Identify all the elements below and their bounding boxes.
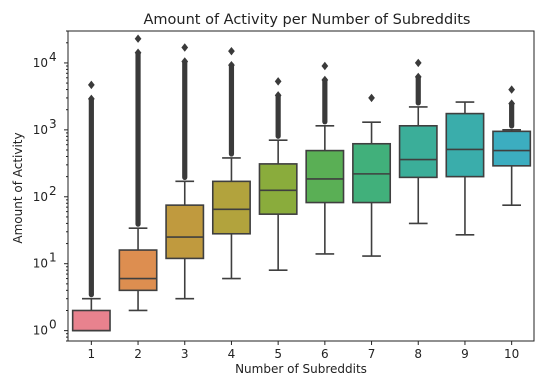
- plot-area: [71, 34, 532, 332]
- box-group-7: [352, 93, 392, 257]
- box-10: [492, 130, 532, 167]
- box-group-4: [211, 46, 251, 280]
- x-tick-label-3: 3: [181, 347, 189, 361]
- box-group-10: [492, 85, 532, 206]
- y-tick-exponent: 1: [49, 251, 57, 265]
- outlier-point-10: [508, 99, 516, 108]
- outlier-point-1: [87, 94, 95, 104]
- chart-title: Amount of Activity per Number of Subredd…: [144, 12, 471, 28]
- x-tick-label-9: 9: [461, 347, 469, 361]
- y-tick-label: 10: [33, 190, 48, 204]
- outlier-point-6: [321, 75, 329, 85]
- outlier-max-10: [508, 85, 516, 94]
- outlier-max-1: [87, 80, 95, 90]
- outlier-max-5: [274, 77, 282, 86]
- axes-frame: [67, 30, 535, 342]
- x-tick-label-8: 8: [414, 347, 422, 361]
- box-4: [211, 180, 251, 235]
- outlier-point-8: [414, 72, 422, 82]
- x-tick-label-1: 1: [88, 347, 96, 361]
- outlier-max-8: [414, 58, 422, 68]
- x-tick-label-5: 5: [274, 347, 282, 361]
- y-tick-exponent: 0: [49, 318, 57, 332]
- outlier-point-2: [134, 48, 142, 57]
- box-group-6: [305, 61, 345, 255]
- x-tick-label-2: 2: [134, 347, 142, 361]
- outlier-point-5: [274, 91, 282, 100]
- box-5: [258, 163, 298, 215]
- outlier-point-4: [228, 60, 235, 70]
- y-tick-label: 10: [33, 56, 48, 70]
- box-group-2: [118, 34, 158, 312]
- box-1: [71, 309, 111, 332]
- x-tick-label-7: 7: [368, 347, 376, 361]
- y-tick-label: 10: [33, 123, 48, 137]
- box-8: [398, 124, 438, 179]
- outlier-max-2: [134, 34, 142, 43]
- y-tick-exponent: 4: [49, 50, 57, 64]
- box-9: [445, 112, 485, 178]
- box-group-5: [258, 77, 298, 271]
- box-3: [165, 204, 205, 260]
- outlier-max-7: [368, 93, 375, 103]
- x-tick-label-6: 6: [321, 347, 329, 361]
- y-tick-label: 10: [33, 324, 48, 338]
- box-group-8: [398, 58, 438, 225]
- y-tick-exponent: 3: [49, 117, 57, 131]
- outlier-max-4: [228, 46, 235, 56]
- outlier-point-3: [181, 57, 189, 66]
- box-group-9: [445, 101, 485, 236]
- box-group-1: [71, 80, 111, 332]
- y-axis-title: Amount of Activity: [11, 132, 25, 243]
- box-group-3: [165, 43, 205, 300]
- x-tick-label-4: 4: [228, 347, 236, 361]
- box-6: [305, 149, 345, 204]
- box-2: [118, 249, 158, 292]
- y-tick-exponent: 2: [49, 184, 57, 198]
- x-axis-title: Number of Subreddits: [235, 362, 367, 376]
- outlier-max-3: [181, 43, 189, 52]
- outlier-max-6: [321, 61, 329, 71]
- y-tick-label: 10: [33, 257, 48, 271]
- x-tick-label-10: 10: [504, 347, 519, 361]
